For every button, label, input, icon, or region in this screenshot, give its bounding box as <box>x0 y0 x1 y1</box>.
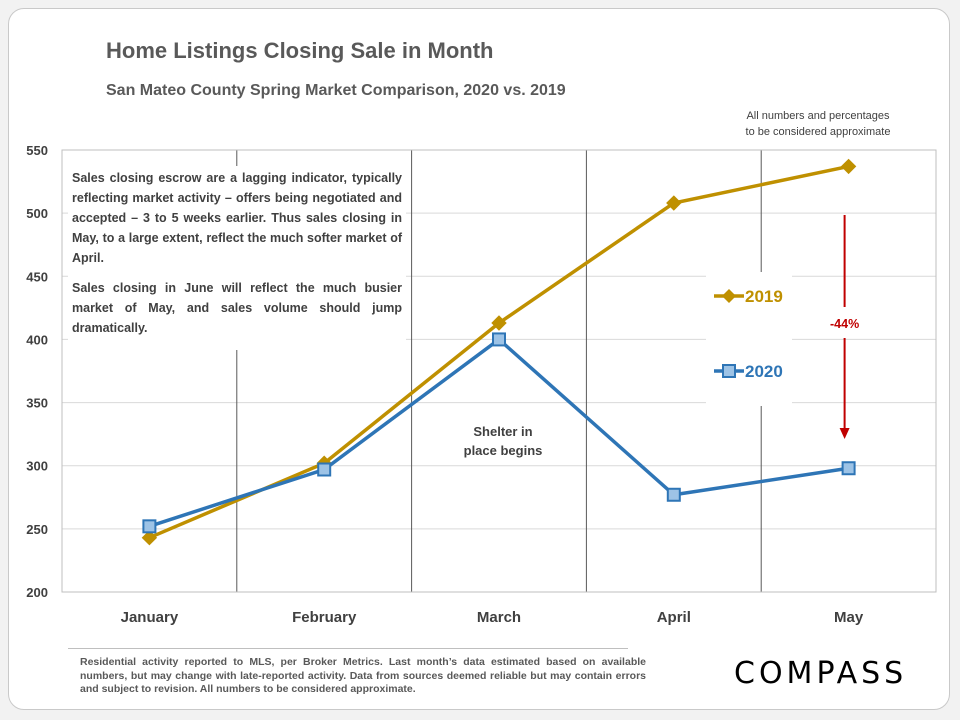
footer-divider <box>68 648 628 649</box>
y-tick-label: 250 <box>26 522 48 537</box>
y-tick-label: 500 <box>26 206 48 221</box>
chart-subtitle: San Mateo County Spring Market Compariso… <box>106 82 566 99</box>
point-2019-april <box>666 195 682 211</box>
legend: 2019 2020 <box>706 272 792 406</box>
legend-label-2020: 2020 <box>745 362 783 381</box>
explanation-paragraph-2: Sales closing in June will reflect the m… <box>72 281 402 335</box>
shelter-annotation: place begins <box>464 443 543 458</box>
legend-marker-2020 <box>722 364 736 378</box>
approximate-note: All numbers and percentages to be consid… <box>745 110 891 138</box>
change-label: -44% <box>830 317 859 331</box>
point-2019-may <box>840 158 857 175</box>
y-tick-label: 550 <box>26 143 48 158</box>
x-tick-label: March <box>477 609 521 626</box>
explanation-note: Sales closing escrow are a lagging indic… <box>68 166 406 350</box>
point-2020-january <box>142 519 157 534</box>
point-2019-march <box>491 315 507 331</box>
legend-label-2019: 2019 <box>745 287 783 306</box>
y-tick-label: 400 <box>26 332 48 347</box>
series-lines <box>141 158 857 546</box>
x-tick-label: February <box>292 609 357 626</box>
y-tick-label: 350 <box>26 396 48 411</box>
y-tick-label: 300 <box>26 459 48 474</box>
chart-title: Home Listings Closing Sale in Month <box>106 38 494 63</box>
legend-marker-2019 <box>722 289 736 303</box>
x-tick-label: April <box>657 609 691 626</box>
y-tick-label: 200 <box>26 585 48 600</box>
explanation-paragraph-1: Sales closing escrow are a lagging indic… <box>72 171 402 265</box>
point-2020-april <box>666 487 681 502</box>
shelter-annotation: Shelter in <box>473 424 532 439</box>
plot-border <box>61 149 937 593</box>
point-2019-january <box>141 529 158 546</box>
footer-disclaimer: Residential activity reported to MLS, pe… <box>80 656 646 695</box>
slide-card <box>8 8 950 710</box>
y-tick-label: 450 <box>26 269 48 284</box>
x-tick-label: May <box>834 609 864 626</box>
axes: 200 250 300 350 400 450 500 550 January February M… <box>26 143 937 626</box>
point-2020-march <box>492 332 506 347</box>
annotations: Shelter in place begins -44% <box>464 215 859 458</box>
point-2020-february <box>317 462 332 477</box>
point-2020-may <box>841 461 856 476</box>
change-arrow-head <box>839 428 850 439</box>
x-tick-label: January <box>121 609 179 626</box>
compass-logo: COMPASS <box>734 656 908 691</box>
